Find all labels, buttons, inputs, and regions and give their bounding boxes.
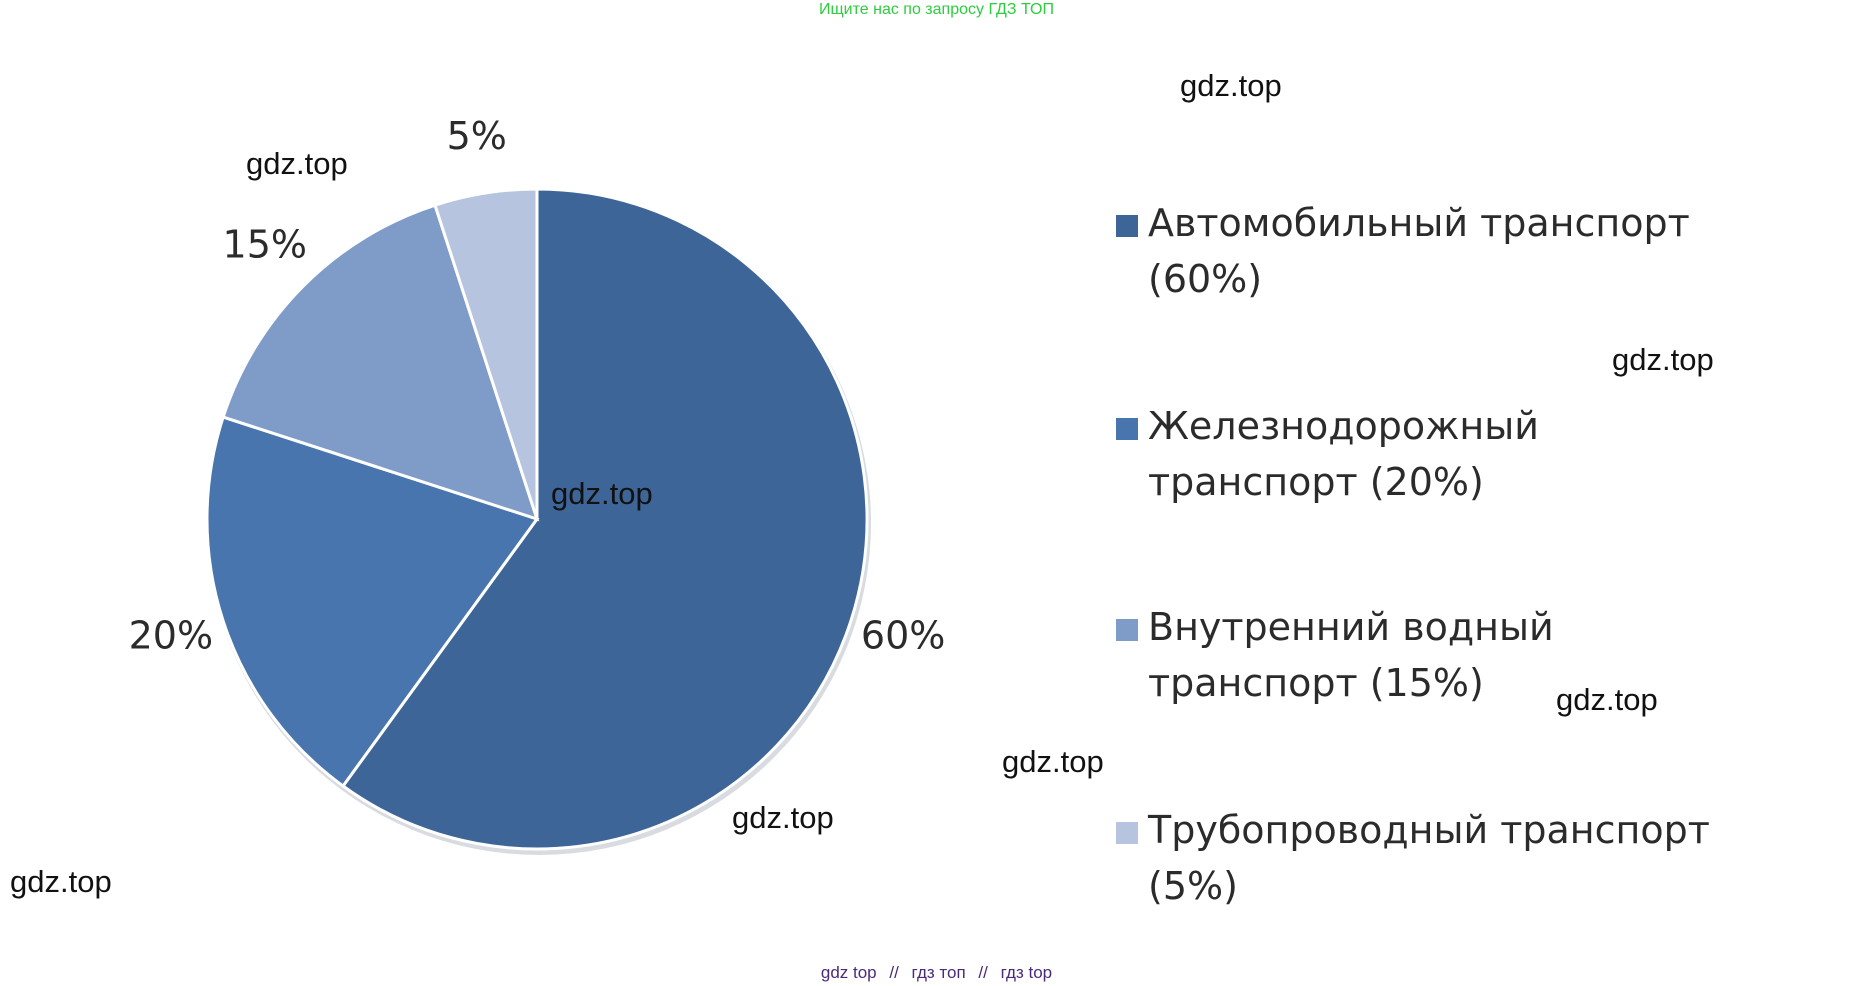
legend-swatch-water bbox=[1116, 619, 1138, 641]
legend-swatch-pipeline bbox=[1116, 822, 1138, 844]
legend-label-pipeline: Трубопроводный транспорт (5%) bbox=[1148, 808, 1710, 908]
legend-swatch-auto bbox=[1116, 215, 1138, 237]
watermark: gdz.top bbox=[246, 146, 348, 181]
footer-separator: // bbox=[889, 963, 899, 982]
watermark: gdz.top bbox=[732, 800, 834, 835]
pie-data-label-rail: 20% bbox=[129, 613, 213, 657]
pie-slice-water bbox=[221, 203, 540, 522]
pie-slice-pipeline bbox=[433, 187, 539, 520]
watermark: gdz.top bbox=[1002, 744, 1104, 779]
legend-label-auto: Автомобильный транспорт (60%) bbox=[1148, 201, 1690, 301]
footer-separator: // bbox=[978, 963, 988, 982]
pie-data-label-auto: 60% bbox=[861, 613, 945, 657]
pie-slice-auto bbox=[340, 187, 869, 851]
footer-link-3[interactable]: гдз top bbox=[1000, 963, 1053, 982]
pie-slice-rail bbox=[205, 415, 540, 789]
pie-data-label-pipeline: 5% bbox=[447, 114, 507, 158]
watermark: gdz.top bbox=[551, 476, 653, 511]
legend-label-water: Внутренний водный транспорт (15%) bbox=[1148, 605, 1554, 705]
header-text: Ищите нас по запросу ГДЗ ТОП bbox=[819, 1, 1054, 18]
watermark: gdz.top bbox=[10, 864, 112, 899]
pie-data-label-water: 15% bbox=[223, 222, 307, 266]
legend-label-rail: Железнодорожный транспорт (20%) bbox=[1148, 404, 1539, 504]
legend-swatch-rail bbox=[1116, 418, 1138, 440]
watermark: gdz.top bbox=[1180, 68, 1282, 103]
footer-links: gdz top // гдз топ // гдз top bbox=[0, 963, 1873, 983]
watermark: gdz.top bbox=[1556, 682, 1658, 717]
footer-link-2[interactable]: гдз топ bbox=[911, 963, 966, 982]
header-banner: Ищите нас по запросу ГДЗ ТОП bbox=[0, 0, 1873, 20]
watermark: gdz.top bbox=[1612, 342, 1714, 377]
footer-link-1[interactable]: gdz top bbox=[820, 963, 877, 982]
